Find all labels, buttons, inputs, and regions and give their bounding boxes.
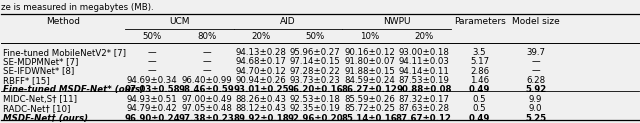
Text: 5.17: 5.17 <box>470 57 489 66</box>
Text: 97.38±0.23: 97.38±0.23 <box>179 114 235 123</box>
Text: 93.01±0.25: 93.01±0.25 <box>233 85 289 94</box>
Text: 94.11±0.03: 94.11±0.03 <box>398 57 449 66</box>
Text: 87.32±0.17: 87.32±0.17 <box>398 95 449 104</box>
Text: 5.92: 5.92 <box>525 85 546 94</box>
Text: MSDF-Net† (ours): MSDF-Net† (ours) <box>3 114 88 123</box>
Text: 96.20±0.16: 96.20±0.16 <box>287 85 343 94</box>
Text: —: — <box>148 67 157 76</box>
Text: 97.05±0.48: 97.05±0.48 <box>181 104 232 113</box>
Text: 80%: 80% <box>197 32 216 41</box>
Text: 84.59±0.24: 84.59±0.24 <box>344 76 395 85</box>
Text: 96.40±0.99: 96.40±0.99 <box>181 76 232 85</box>
Text: 6.28: 6.28 <box>526 76 545 85</box>
Text: 3.5: 3.5 <box>473 48 486 57</box>
Text: Fine-tuned MobileNetV2* [7]: Fine-tuned MobileNetV2* [7] <box>3 48 126 57</box>
Text: 0.5: 0.5 <box>473 95 486 104</box>
Text: 97.03±0.58: 97.03±0.58 <box>125 85 180 94</box>
Text: NWPU: NWPU <box>383 16 410 26</box>
Text: 85.72±0.25: 85.72±0.25 <box>344 104 395 113</box>
Text: 50%: 50% <box>305 32 325 41</box>
Text: Model size: Model size <box>511 16 559 26</box>
Text: SE-MDPMNet* [7]: SE-MDPMNet* [7] <box>3 57 79 66</box>
Text: 94.93±0.51: 94.93±0.51 <box>127 95 178 104</box>
Text: 0.49: 0.49 <box>469 85 490 94</box>
Text: ze is measured in megabytes (MB).: ze is measured in megabytes (MB). <box>1 3 154 12</box>
Text: Method: Method <box>46 16 80 26</box>
Text: 39.7: 39.7 <box>526 48 545 57</box>
Text: 98.46±0.59: 98.46±0.59 <box>179 85 234 94</box>
Text: 97.28±0.22: 97.28±0.22 <box>290 67 340 76</box>
Text: MIDC-Net,S† [11]: MIDC-Net,S† [11] <box>3 95 77 104</box>
Text: —: — <box>148 48 157 57</box>
Text: 10%: 10% <box>360 32 379 41</box>
Text: 92.96±0.20: 92.96±0.20 <box>287 114 343 123</box>
Text: 94.14±0.11: 94.14±0.11 <box>398 67 449 76</box>
Text: 2.86: 2.86 <box>470 67 489 76</box>
Text: 86.27±0.12: 86.27±0.12 <box>342 85 397 94</box>
Text: 93.73±0.23: 93.73±0.23 <box>290 76 340 85</box>
Text: SE-IFDWNet* [8]: SE-IFDWNet* [8] <box>3 67 74 76</box>
Text: 1.46: 1.46 <box>470 76 489 85</box>
Text: 0.49: 0.49 <box>469 114 490 123</box>
Text: 94.69±0.34: 94.69±0.34 <box>127 76 178 85</box>
Text: —: — <box>202 48 211 57</box>
Text: 91.88±0.15: 91.88±0.15 <box>344 67 395 76</box>
Text: 93.00±0.18: 93.00±0.18 <box>398 48 449 57</box>
Text: 5.25: 5.25 <box>525 114 546 123</box>
Text: Fine-tuned MSDF-Net* (ours): Fine-tuned MSDF-Net* (ours) <box>3 85 145 94</box>
Text: 89.92±0.18: 89.92±0.18 <box>233 114 289 123</box>
Text: 97.14±0.15: 97.14±0.15 <box>290 57 340 66</box>
Text: 90.88±0.08: 90.88±0.08 <box>396 85 452 94</box>
Text: 9.0: 9.0 <box>529 104 542 113</box>
Text: Parameters: Parameters <box>454 16 506 26</box>
Text: 94.13±0.28: 94.13±0.28 <box>236 48 286 57</box>
Text: 0.5: 0.5 <box>473 104 486 113</box>
Text: 96.90±0.24: 96.90±0.24 <box>125 114 180 123</box>
Text: 90.94±0.26: 90.94±0.26 <box>236 76 286 85</box>
Text: 88.26±0.43: 88.26±0.43 <box>236 95 287 104</box>
Text: RADC-Net† [10]: RADC-Net† [10] <box>3 104 70 113</box>
Text: RBFF* [15]: RBFF* [15] <box>3 76 50 85</box>
Text: —: — <box>148 57 157 66</box>
Text: 97.00±0.49: 97.00±0.49 <box>181 95 232 104</box>
Text: —: — <box>202 67 211 76</box>
Text: 9.9: 9.9 <box>529 95 542 104</box>
Text: 87.63±0.28: 87.63±0.28 <box>398 104 449 113</box>
Text: 92.35±0.19: 92.35±0.19 <box>290 104 340 113</box>
Text: 50%: 50% <box>143 32 162 41</box>
Text: 90.16±0.12: 90.16±0.12 <box>344 48 395 57</box>
Text: 87.53±0.19: 87.53±0.19 <box>398 76 449 85</box>
Text: —: — <box>531 57 540 66</box>
Text: 87.67±0.12: 87.67±0.12 <box>396 114 452 123</box>
Text: 85.59±0.26: 85.59±0.26 <box>344 95 395 104</box>
Text: 91.80±0.07: 91.80±0.07 <box>344 57 395 66</box>
Text: 88.12±0.43: 88.12±0.43 <box>236 104 287 113</box>
Text: —: — <box>202 57 211 66</box>
Text: 94.79±0.42: 94.79±0.42 <box>127 104 178 113</box>
Text: AID: AID <box>280 16 296 26</box>
Text: 95.96±0.27: 95.96±0.27 <box>290 48 340 57</box>
Text: 85.14±0.16: 85.14±0.16 <box>342 114 397 123</box>
Text: 20%: 20% <box>252 32 271 41</box>
Text: 94.68±0.17: 94.68±0.17 <box>236 57 286 66</box>
Text: 20%: 20% <box>414 32 433 41</box>
Text: 92.53±0.18: 92.53±0.18 <box>290 95 340 104</box>
Text: —: — <box>531 67 540 76</box>
Text: UCM: UCM <box>169 16 189 26</box>
Text: 94.70±0.12: 94.70±0.12 <box>236 67 286 76</box>
